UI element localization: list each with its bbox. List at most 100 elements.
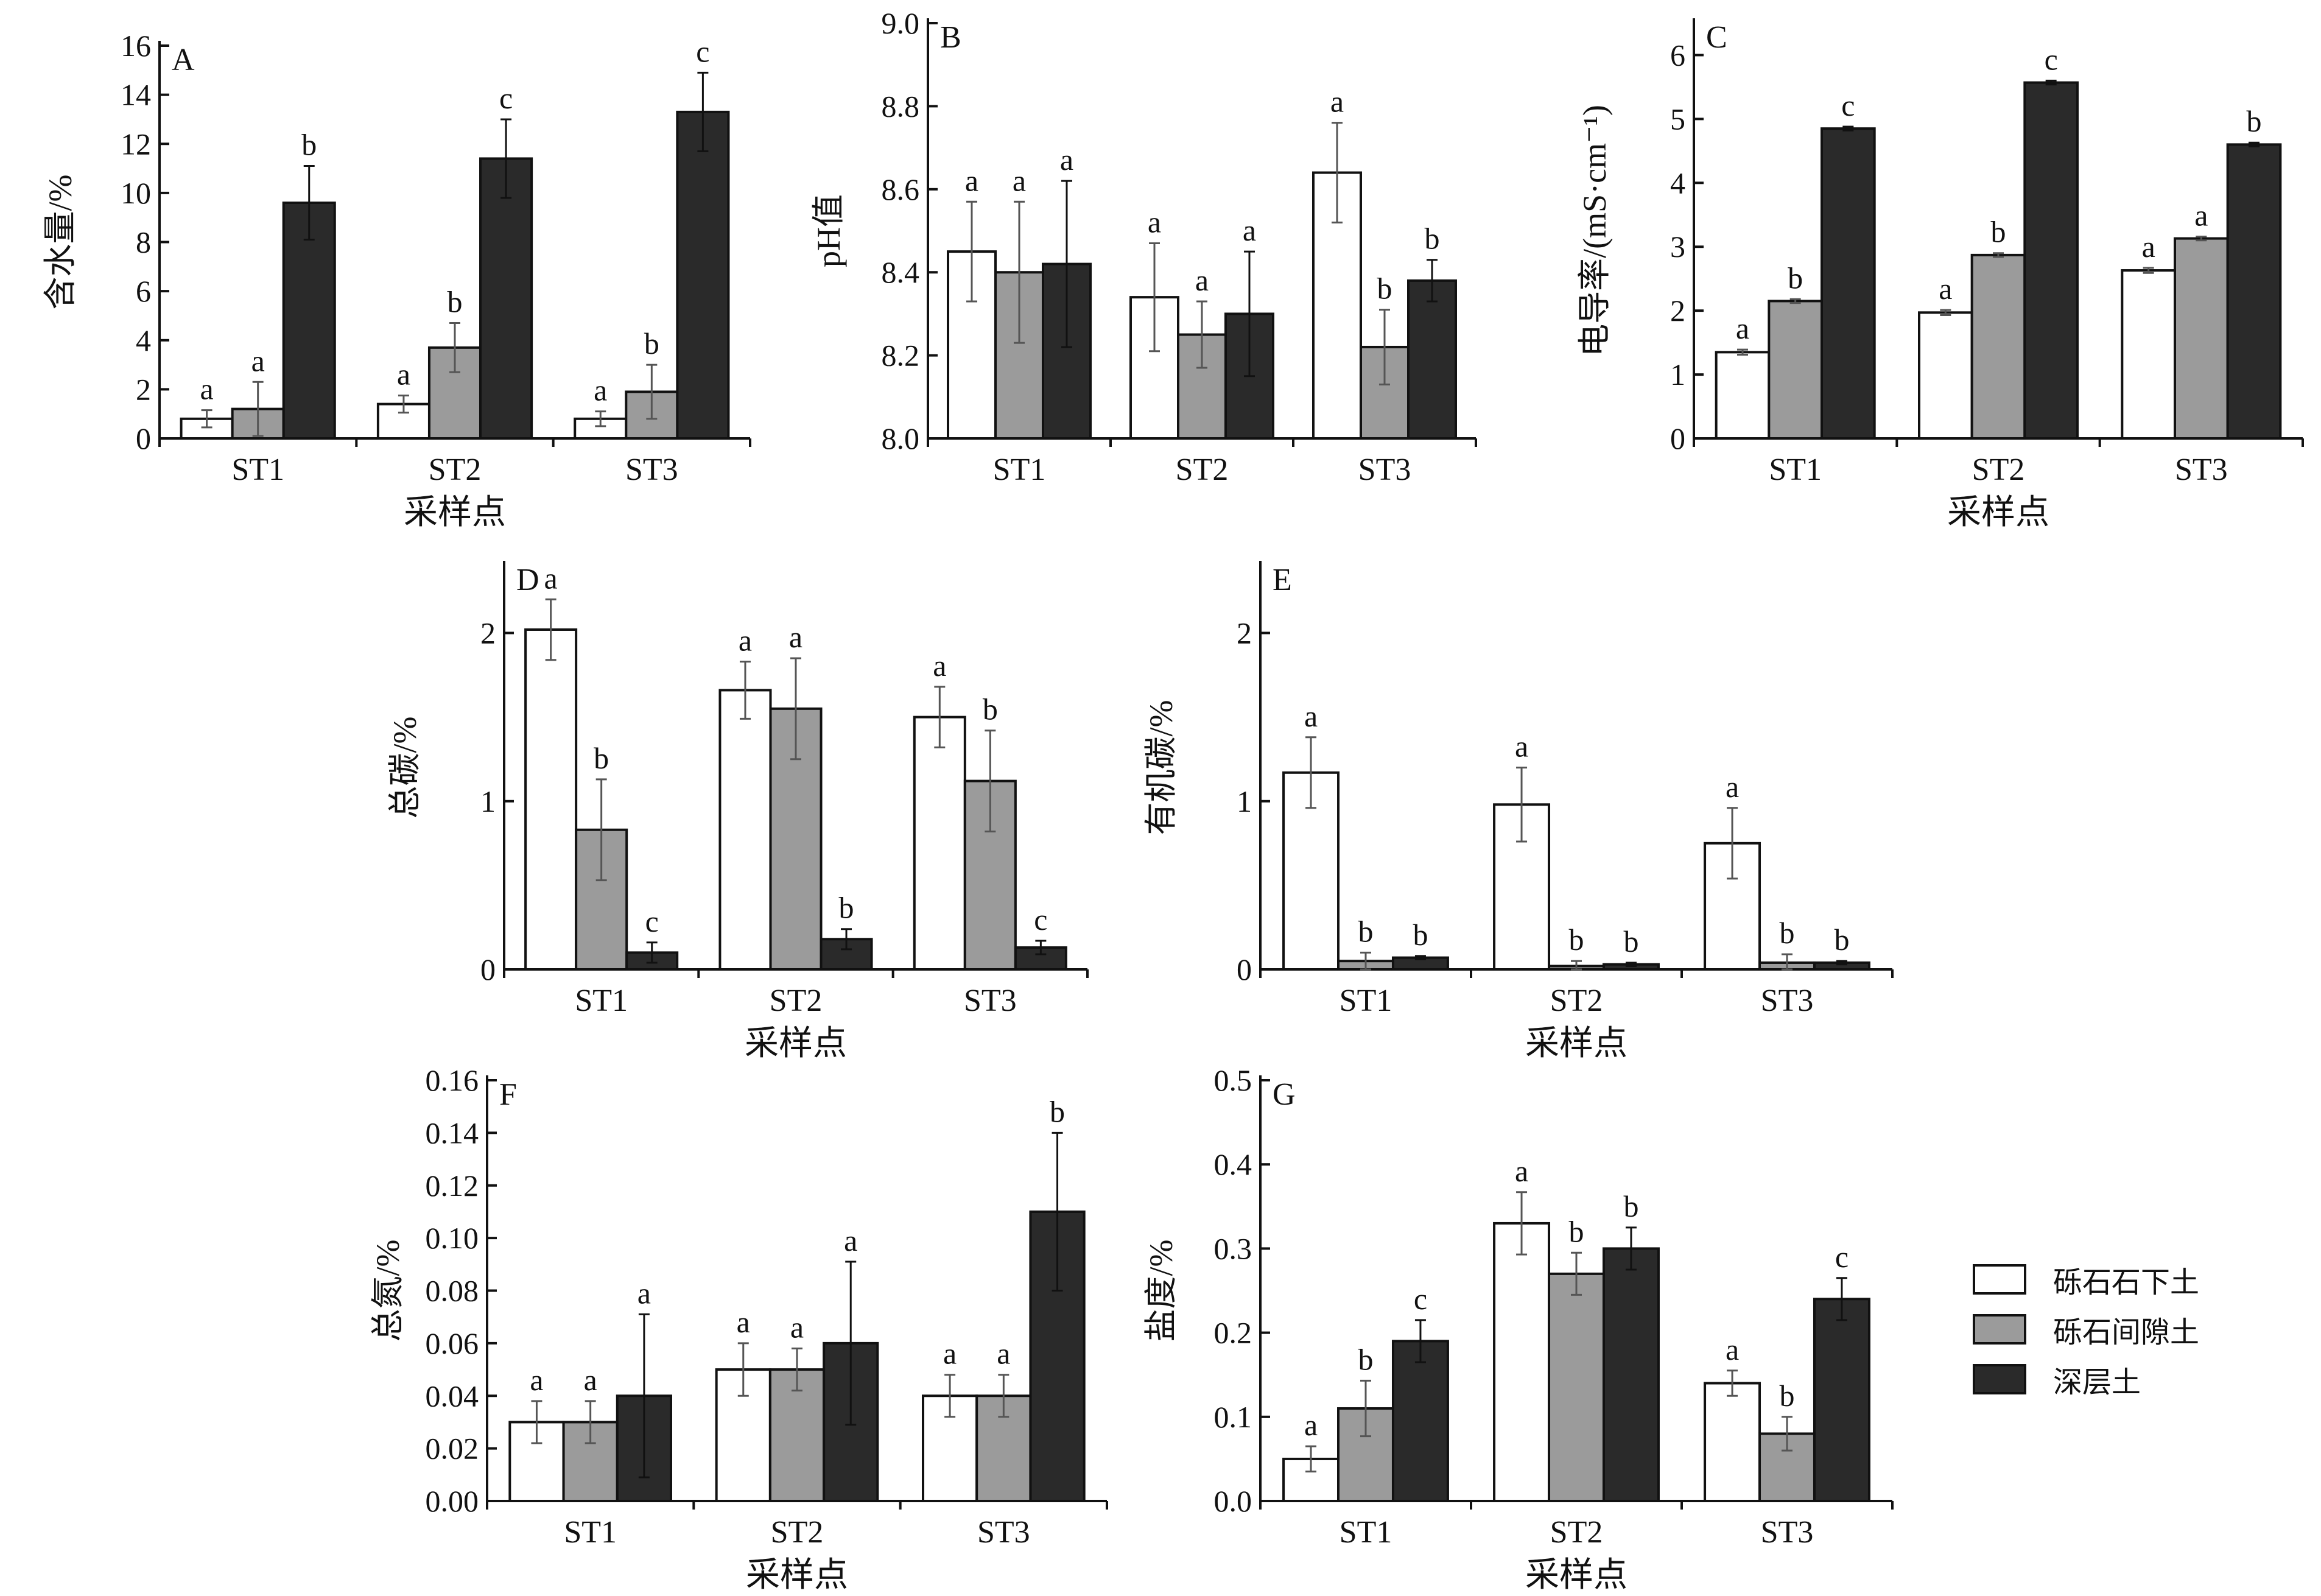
y-tick-label: 0.12 <box>426 1169 479 1203</box>
significance-letter: b <box>594 741 609 775</box>
significance-letter: b <box>1788 261 1803 295</box>
y-tick-label: 0.14 <box>426 1116 479 1150</box>
legend-item: 深层土 <box>1973 1354 2199 1404</box>
significance-letter: a <box>530 1363 543 1397</box>
y-tick-label: 0 <box>480 952 496 986</box>
x-tick-label: ST3 <box>964 983 1017 1018</box>
significance-letter: b <box>839 891 854 925</box>
bar <box>1715 351 1771 440</box>
panel-label: E <box>1273 563 1292 597</box>
significance-letter: a <box>584 1363 597 1397</box>
significance-letter: b <box>1623 1189 1638 1223</box>
x-tick-label: ST1 <box>231 452 284 487</box>
y-tick-label: 16 <box>121 29 151 63</box>
y-tick-label: 8.4 <box>882 255 920 289</box>
panel-label: D <box>516 563 539 597</box>
significance-letter: c <box>2045 42 2058 76</box>
bar <box>718 689 772 971</box>
significance-letter: a <box>739 623 752 657</box>
bar <box>2226 143 2282 440</box>
y-tick-label: 1 <box>1670 357 1685 392</box>
x-tick-label: ST1 <box>564 1515 617 1550</box>
x-tick-label: ST1 <box>575 983 628 1018</box>
significance-letter: a <box>1330 85 1344 119</box>
x-tick-label: ST2 <box>770 983 823 1018</box>
significance-letter: a <box>1013 163 1026 197</box>
significance-letter: a <box>200 372 213 406</box>
significance-letter: a <box>2194 198 2208 232</box>
x-tick-label: ST2 <box>1972 452 2025 487</box>
significance-letter: a <box>1726 770 1739 804</box>
x-axis-label: 采样点 <box>746 1556 848 1594</box>
significance-letter: b <box>1834 923 1849 957</box>
significance-letter: a <box>1195 263 1209 297</box>
significance-letter: a <box>2142 230 2155 264</box>
significance-letter: b <box>1358 914 1374 948</box>
y-tick-label: 0.02 <box>426 1432 479 1466</box>
x-tick-label: ST2 <box>1550 1515 1603 1550</box>
panel-label: C <box>1706 20 1727 55</box>
y-tick-label: 0.10 <box>426 1221 479 1255</box>
y-tick-label: 2 <box>480 616 496 650</box>
bar <box>1813 1298 1870 1503</box>
significance-letter: a <box>544 561 558 595</box>
x-tick-label: ST3 <box>1761 1515 1814 1550</box>
y-tick-label: 0 <box>136 421 151 455</box>
y-tick-label: 0.4 <box>1214 1147 1252 1181</box>
significance-letter: a <box>1304 1408 1318 1442</box>
significance-letter: a <box>737 1305 750 1339</box>
significance-letter: b <box>1050 1094 1065 1128</box>
bar <box>676 110 730 440</box>
significance-letter: b <box>1425 222 1440 256</box>
significance-letter: b <box>1623 924 1638 958</box>
significance-letter: b <box>1569 1214 1584 1248</box>
significance-letter: a <box>1060 142 1073 177</box>
x-tick-label: ST3 <box>1358 452 1411 487</box>
significance-letter: c <box>696 34 709 68</box>
y-tick-label: 2 <box>136 372 151 406</box>
significance-letter: c <box>1034 902 1047 937</box>
significance-letter: b <box>448 285 463 319</box>
y-tick-label: 4 <box>136 323 151 357</box>
legend-swatch-sub-stone-soil <box>1973 1264 2026 1295</box>
bar <box>1602 1247 1660 1502</box>
significance-letter: a <box>965 163 978 197</box>
x-tick-label: ST1 <box>1769 452 1822 487</box>
bar <box>524 628 578 971</box>
bar <box>1918 311 1973 440</box>
significance-letter: a <box>637 1276 651 1310</box>
y-axis-label: 电导率/(mS·cm⁻¹) <box>1576 105 1613 357</box>
y-tick-label: 0.1 <box>1214 1400 1252 1434</box>
x-tick-label: ST3 <box>625 452 678 487</box>
significance-letter: b <box>1569 923 1584 957</box>
significance-letter: b <box>1991 215 2006 249</box>
x-axis-label: 采样点 <box>1525 1025 1628 1063</box>
bar <box>2121 269 2176 440</box>
legend-label: 砾石间隙土 <box>2053 1315 2200 1349</box>
y-tick-label: 14 <box>121 78 151 112</box>
y-tick-label: 0.06 <box>426 1326 479 1360</box>
significance-letter: a <box>1304 699 1318 733</box>
x-tick-label: ST2 <box>1550 983 1603 1018</box>
significance-letter: b <box>983 692 998 726</box>
legend-swatch-deep-soil <box>1973 1364 2026 1394</box>
bar <box>1493 1222 1551 1502</box>
significance-letter: a <box>943 1337 957 1371</box>
significance-letter: a <box>397 357 410 391</box>
panel-label: G <box>1273 1077 1296 1112</box>
y-tick-label: 8.0 <box>882 421 920 455</box>
x-tick-label: ST2 <box>429 452 482 487</box>
bar <box>1768 300 1823 440</box>
y-tick-label: 0.08 <box>426 1274 479 1308</box>
x-tick-label: ST3 <box>977 1515 1030 1550</box>
significance-letter: a <box>1243 213 1256 247</box>
y-tick-label: 1 <box>480 784 496 818</box>
x-axis-label: 采样点 <box>404 494 506 532</box>
y-axis-label: 有机碳/% <box>1143 700 1179 835</box>
bar <box>1391 1340 1449 1502</box>
significance-letter: a <box>594 373 607 407</box>
y-tick-label: 6 <box>136 274 151 308</box>
y-tick-label: 1 <box>1237 784 1252 818</box>
x-tick-label: ST1 <box>1340 983 1392 1018</box>
significance-letter: a <box>1515 729 1528 764</box>
